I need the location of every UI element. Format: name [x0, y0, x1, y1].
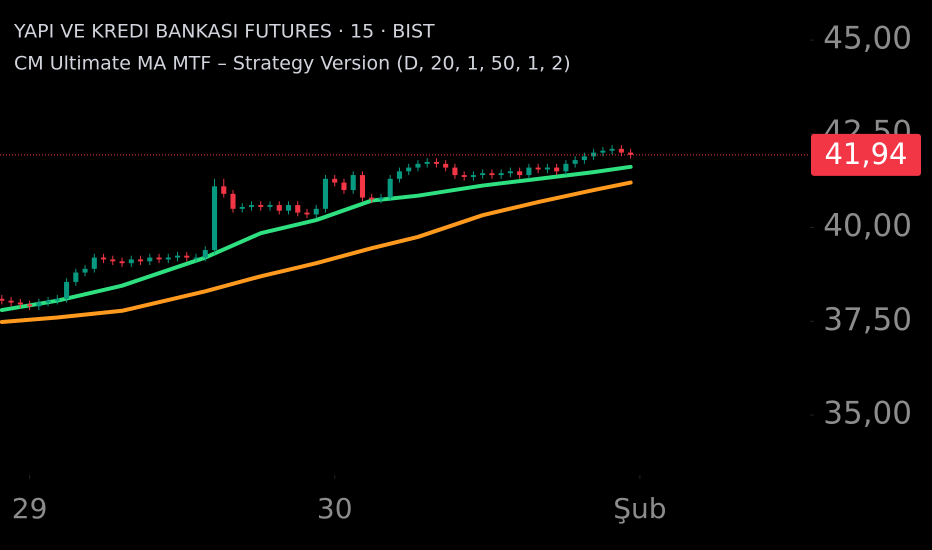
candle-body	[276, 205, 282, 211]
candle-body	[138, 259, 144, 262]
candle-body	[535, 167, 541, 170]
candle-body	[378, 197, 384, 200]
last-price-label: 41,94	[824, 137, 907, 171]
y-tick-label: 45,00	[823, 21, 912, 57]
candle-body	[452, 167, 458, 176]
candle-body	[415, 163, 421, 168]
candle-body	[184, 255, 190, 258]
candle-body	[239, 206, 245, 209]
moving-average-line	[0, 180, 633, 325]
candle-body	[332, 178, 338, 183]
candle-body	[73, 272, 79, 282]
candle-body	[628, 152, 634, 155]
candle-body	[313, 208, 319, 215]
candle-body	[110, 259, 116, 262]
candle-body	[526, 167, 532, 176]
candle-body	[202, 250, 208, 258]
candle-body	[230, 193, 236, 209]
candle-body	[563, 163, 569, 172]
y-tick-label: 37,50	[823, 302, 912, 338]
candle-body	[609, 148, 615, 151]
candle-body	[461, 175, 467, 177]
candle-body	[433, 161, 439, 164]
candle-body	[396, 171, 402, 179]
candle-body	[406, 167, 412, 172]
candle-body	[27, 304, 33, 307]
x-tick-label: 30	[317, 492, 353, 525]
plot	[0, 39, 814, 479]
candle-body	[341, 182, 347, 191]
candle-body	[211, 186, 218, 251]
candle-body	[82, 268, 88, 273]
candle-body	[147, 257, 153, 262]
y-tick-label: 40,00	[823, 208, 912, 244]
candle-body	[0, 298, 5, 301]
candle-body	[387, 178, 393, 198]
candle-body	[128, 259, 134, 264]
candle-body	[304, 212, 310, 215]
candle-body	[600, 150, 606, 153]
chart-title: YAPI VE KREDI BANKASI FUTURES · 15 · BIS…	[13, 21, 435, 43]
candle-body	[101, 257, 107, 260]
candle-body	[470, 175, 476, 177]
candle-body	[45, 300, 51, 303]
candle-body	[544, 167, 550, 170]
candle-body	[480, 173, 486, 176]
candle-body	[350, 175, 356, 191]
x-tick-label: Şub	[613, 492, 666, 525]
candle-body	[285, 205, 292, 211]
candle-body	[443, 163, 449, 168]
candle-body	[267, 205, 273, 207]
candle-body	[359, 175, 366, 198]
moving-average-line	[0, 164, 633, 313]
candle-body	[91, 257, 97, 269]
candle-body	[554, 167, 560, 172]
candle-body	[156, 257, 162, 260]
candle-body	[17, 302, 23, 305]
candle-body	[507, 171, 513, 174]
candle-body	[498, 173, 504, 176]
candle-body	[591, 152, 597, 157]
x-tick-label: 29	[12, 492, 48, 525]
candle-body	[64, 281, 70, 299]
candle-body	[618, 148, 624, 153]
candle-body	[174, 255, 181, 258]
candle-body	[295, 205, 301, 213]
candle-body	[517, 171, 523, 176]
candle-body	[424, 161, 430, 164]
candle-body	[322, 178, 329, 209]
candle-body	[54, 298, 60, 301]
candle-body	[165, 257, 171, 260]
candle-body	[248, 205, 255, 207]
candle-body	[221, 186, 227, 194]
candle-body	[193, 257, 199, 259]
candle-body	[258, 205, 264, 207]
candle-body	[369, 197, 375, 200]
candle-body	[572, 160, 578, 164]
candle-body	[581, 156, 587, 161]
candle-body	[8, 300, 14, 303]
chart-subtitle: CM Ultimate MA MTF – Strategy Version (D…	[14, 53, 571, 75]
candle-body	[119, 261, 125, 264]
y-tick-label: 35,00	[823, 396, 912, 432]
candle-body	[489, 173, 495, 176]
candle-body	[36, 302, 42, 307]
last-price-box	[811, 133, 921, 176]
